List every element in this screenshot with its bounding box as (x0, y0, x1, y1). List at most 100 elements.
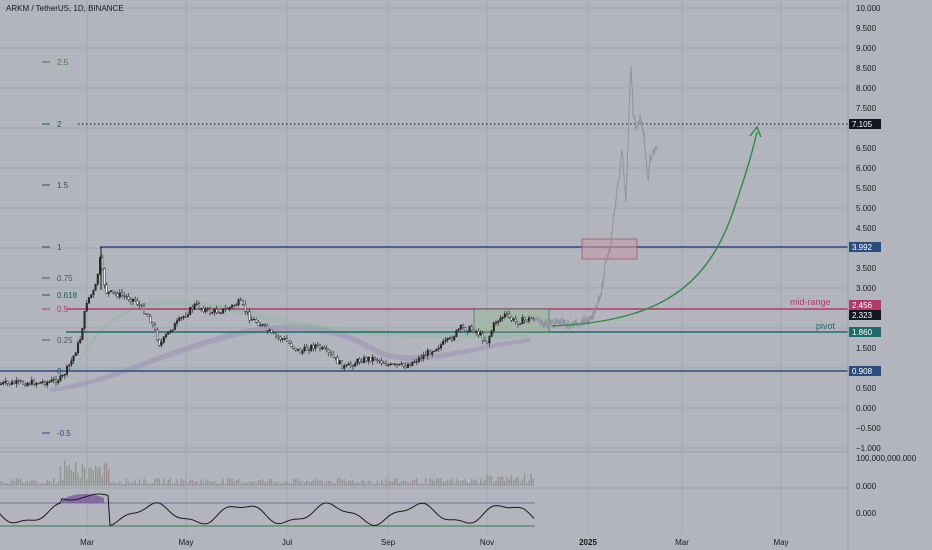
volume-bar (323, 483, 326, 486)
candle-body (120, 292, 123, 296)
candle-body (499, 318, 502, 322)
candle-body (484, 340, 487, 342)
candle-body (6, 381, 9, 384)
volume-bar (484, 479, 486, 486)
volume-bar (178, 483, 180, 486)
volume-axis-tick: 0.000 (856, 482, 877, 491)
candle-body (319, 344, 322, 350)
price-tag-0908: 0.908 (852, 367, 873, 376)
volume-bar (33, 479, 35, 486)
volume-bar (209, 481, 211, 486)
volume-bar (385, 478, 387, 486)
volume-bar (451, 478, 453, 486)
volume-bar (530, 474, 532, 486)
candle-body (68, 364, 71, 367)
price-axis-tick-label: 7.500 (856, 104, 877, 113)
candle-body (411, 361, 414, 366)
candle-body (310, 344, 313, 351)
candle-body (501, 316, 504, 319)
candle-body (275, 333, 278, 337)
volume-bar (504, 480, 506, 486)
candle-body (72, 355, 75, 362)
volume-bar (356, 482, 359, 486)
volume-bar (187, 482, 189, 486)
volume-bar (275, 481, 277, 486)
candle-body (387, 364, 390, 366)
candle-body (83, 311, 86, 329)
volume-bar (97, 467, 99, 486)
volume-bar (70, 469, 73, 486)
volume-bar (506, 476, 508, 486)
candle-body (59, 375, 62, 381)
volume-bar (493, 482, 495, 486)
volume-bar (15, 478, 18, 486)
candle-body (462, 324, 465, 328)
volume-bar (202, 482, 205, 486)
candle-body (369, 357, 372, 362)
volume-bar (499, 476, 502, 486)
candle-body (429, 350, 432, 355)
candle-body (94, 284, 97, 291)
candle-body (486, 340, 489, 344)
candle-body (270, 329, 273, 333)
candle-body (281, 338, 284, 340)
candle-body (424, 354, 427, 357)
volume-bar (242, 481, 244, 486)
candle-body (437, 347, 440, 350)
volume-bar (92, 470, 95, 486)
volume-bar (358, 483, 361, 486)
candle-body (44, 381, 47, 386)
volume-bar (270, 479, 273, 486)
candle-body (380, 360, 383, 364)
candle-body (208, 308, 211, 314)
candle-body (440, 344, 443, 349)
volume-bar (211, 481, 213, 486)
volume-bar (526, 482, 528, 486)
candle-body (466, 330, 469, 333)
candle-body (360, 361, 363, 363)
candle-body (87, 297, 90, 304)
candle-body (422, 354, 425, 359)
volume-bar (473, 480, 475, 486)
volume-bar (196, 481, 198, 486)
candle-body (13, 381, 16, 384)
candle-body (356, 358, 359, 364)
candle-body (354, 363, 357, 367)
volume-bar (317, 480, 319, 486)
volume-bar (433, 481, 436, 486)
volume-bar (429, 478, 431, 486)
candle-body (237, 299, 240, 306)
candle-body (327, 349, 330, 353)
time-axis-tick-label: 2025 (579, 538, 597, 547)
candle-body (81, 328, 84, 341)
candle-body (426, 350, 429, 356)
candle-body (389, 363, 392, 366)
candle-body (175, 320, 178, 324)
volume-bar (171, 483, 174, 486)
volume-bar (453, 483, 455, 486)
candle-body (334, 356, 337, 359)
volume-bar (350, 480, 352, 486)
fib-label: 1 (57, 243, 62, 252)
candle-body (136, 300, 139, 305)
candle-body (74, 352, 77, 357)
candle-body (145, 313, 148, 315)
candle-body (473, 329, 476, 333)
price-tags: 7.105 3.992 2.456 2.323 1.860 0.908 (849, 119, 881, 376)
candle-body (264, 324, 267, 326)
candle-body (407, 364, 410, 368)
fib-label: 0.618 (57, 291, 78, 300)
candle-body (37, 382, 40, 385)
volume-bar (204, 478, 207, 486)
volume-bar (244, 482, 246, 486)
volume-bar (94, 465, 97, 486)
candle-body (169, 330, 172, 333)
volume-bar (138, 479, 141, 486)
candle-body (178, 317, 181, 321)
candle-body (398, 363, 401, 366)
time-axis-tick-label: May (773, 538, 788, 547)
volume-bar (508, 479, 510, 486)
candle-body (495, 322, 498, 324)
volume-bar (336, 478, 339, 486)
